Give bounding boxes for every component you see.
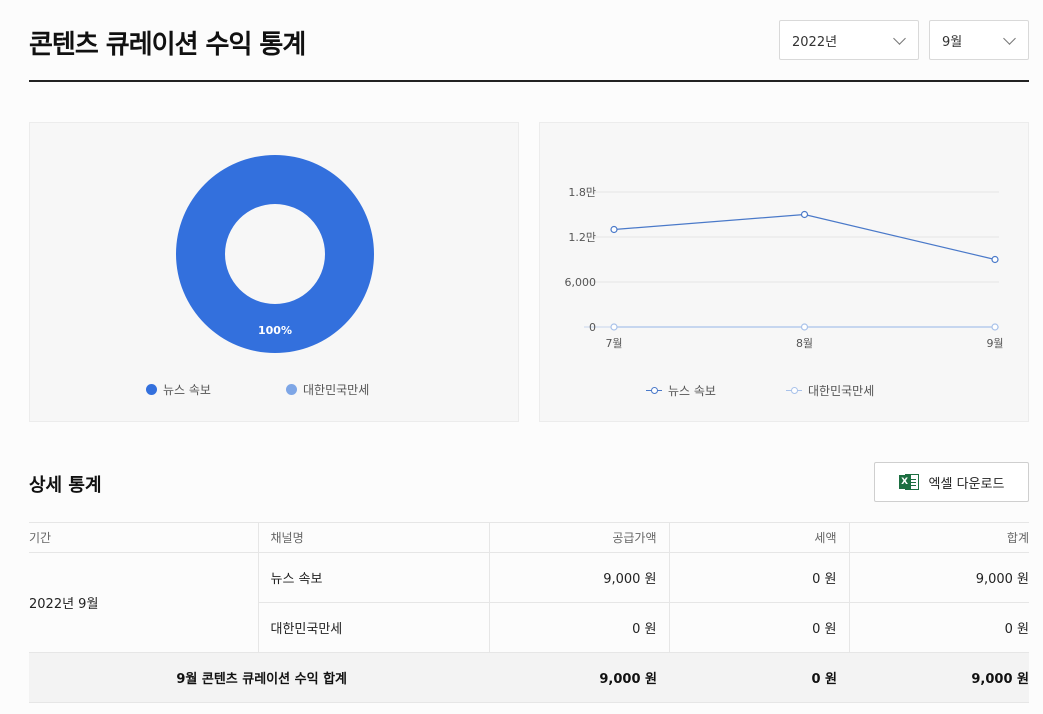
period-cell: 2022년 9월 [29,552,258,653]
legend-label: 대한민국만세 [303,383,370,397]
legend-dot-icon [286,384,297,395]
donut-legend-item-1[interactable]: 대한민국만세 [286,381,369,398]
column-header-period: 기간 [29,522,258,553]
column-header-total: 합계 [848,522,1029,553]
donut-chart-panel: 100% 뉴스 속보 대한민국만세 [29,122,519,422]
chevron-down-icon [1003,32,1016,45]
summary-tax: 0 원 [669,652,849,703]
total-cell: 9,000 원 [848,552,1029,603]
tax-cell: 0 원 [668,552,849,603]
y-tick-label: 1.2만 [568,231,596,244]
supply-cell: 9,000 원 [488,552,669,603]
donut-legend-item-0[interactable]: 뉴스 속보 [146,381,211,398]
excel-download-label: 엑셀 다운로드 [928,476,1005,492]
donut-slice-0[interactable] [176,155,374,353]
data-point[interactable] [610,225,618,234]
total-cell: 0 원 [848,602,1029,653]
excel-icon: X [898,473,919,491]
section-title: 상세 통계 [29,475,102,496]
table-header-row: 기간 채널명 공급가액 세액 합계 [29,522,1029,553]
column-header-supply: 공급가액 [488,522,669,553]
column-header-channel: 채널명 [257,522,489,553]
line-legend-item-1[interactable]: 대한민국만세 [786,382,874,399]
year-select-value: 2022년 [792,34,838,50]
line-chart-panel: 0 6,000 1.2만 1.8만 7월 8월 9월 뉴스 속보 대한민국만세 [539,122,1029,422]
channel-cell: 대한민국만세 [257,602,489,653]
column-header-tax: 세액 [668,522,849,553]
year-select[interactable]: 2022년 [779,20,919,60]
line-chart: 0 6,000 1.2만 1.8만 7월 8월 9월 [565,186,1004,350]
summary-row: 9월 콘텐츠 큐레이션 수익 합계 9,000 원 0 원 9,000 원 [29,652,1029,703]
supply-cell: 0 원 [488,602,669,653]
y-tick-label: 6,000 [565,276,597,289]
channel-cell: 뉴스 속보 [257,552,489,603]
summary-label: 9월 콘텐츠 큐레이션 수익 합계 [29,652,489,703]
page-title: 콘텐츠 큐레이션 수익 통계 [29,30,306,60]
legend-label: 뉴스 속보 [163,383,211,397]
excel-download-button[interactable]: X 엑셀 다운로드 [874,462,1029,502]
donut-chart: 100% [176,155,374,353]
stats-table: 기간 채널명 공급가액 세액 합계 2022년 9월 뉴스 속보 9,000 원… [29,522,1029,703]
x-tick-label: 8월 [796,337,813,350]
legend-line-icon [646,386,662,395]
table-row: 2022년 9월 뉴스 속보 9,000 원 0 원 9,000 원 [29,552,1029,653]
legend-label: 뉴스 속보 [668,384,716,398]
data-point[interactable] [800,323,809,331]
data-point[interactable] [991,323,999,331]
data-point[interactable] [800,210,809,219]
table-row: 대한민국만세 0 원 0 원 0 원 [29,602,1029,653]
line-legend-item-0[interactable]: 뉴스 속보 [646,382,716,399]
summary-total: 9,000 원 [849,652,1029,703]
donut-data-label: 100% [258,324,292,337]
chevron-down-icon [893,32,906,45]
x-tick-label: 7월 [605,337,622,350]
month-select[interactable]: 9월 [929,20,1029,60]
legend-line-icon [786,386,802,395]
y-tick-label: 0 [589,321,596,334]
y-tick-label: 1.8만 [568,186,596,199]
summary-supply: 9,000 원 [489,652,669,703]
legend-label: 대한민국만세 [808,384,875,398]
data-point[interactable] [610,323,618,331]
title-divider [29,80,1029,82]
tax-cell: 0 원 [668,602,849,653]
legend-dot-icon [146,384,157,395]
month-select-value: 9월 [942,34,963,50]
x-tick-label: 9월 [986,337,1003,350]
data-point[interactable] [991,255,999,264]
